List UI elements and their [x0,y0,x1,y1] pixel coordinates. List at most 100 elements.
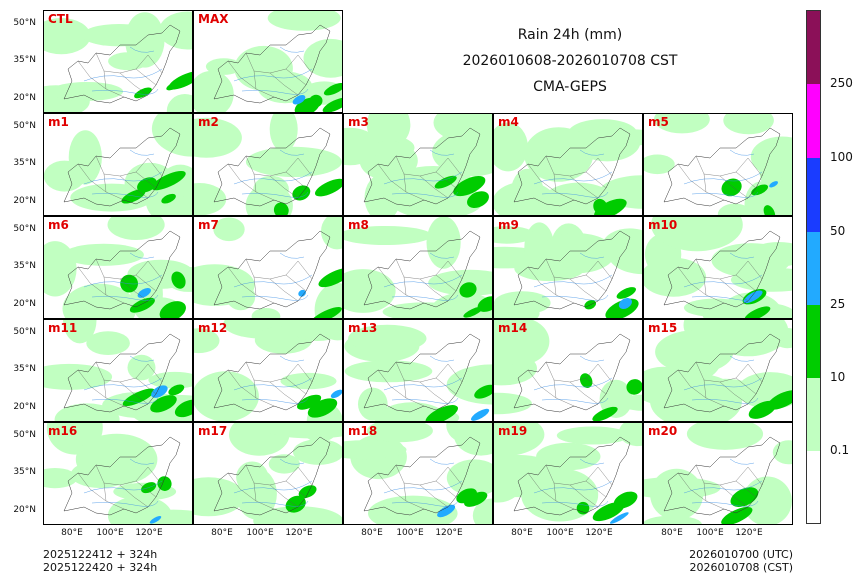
province-border [147,54,163,74]
river [83,68,163,82]
rain-area-light [344,226,432,245]
precipitation-map [44,11,192,112]
init-time-info: 2025122412 + 324h 2025122420 + 324h [43,548,157,574]
rain-area-moderate [626,379,642,395]
rain-area-light [236,468,277,520]
rain-area-light [344,269,396,313]
panel-label: m13 [348,321,378,335]
province-border [585,377,607,395]
province-border [735,377,757,395]
rain-area-moderate [174,399,192,418]
rain-area-light [70,183,154,212]
province-border [147,466,163,486]
river [279,458,305,465]
province-border [597,363,613,383]
province-border [245,258,299,280]
rain-area-light [107,217,165,240]
province-border [585,274,607,292]
province-border [735,480,757,498]
colorbar-level-label: 10 [830,370,846,384]
province-border [77,60,107,90]
river [91,500,159,507]
valid-time-cst: 2026010708 (CST) [689,561,793,574]
river [691,294,759,301]
precipitation-map [344,423,492,524]
rain-area-moderate [134,87,152,99]
colorbar-segment [806,378,821,451]
rain-area-light [63,243,144,266]
rain-area-light [194,264,255,306]
rain-area-moderate [474,384,492,399]
rain-area-heavy [743,290,763,304]
river [391,500,459,507]
panel-label: m14 [498,321,528,335]
longitude-tick-label: 120°E [135,528,163,538]
river [241,88,309,95]
river [691,191,759,198]
river [429,252,455,259]
panel-label: m8 [348,218,369,232]
province-border [447,157,463,177]
province-border [135,480,157,498]
rain-area-light [253,506,342,524]
rain-area-moderate [456,488,477,504]
precipitation-map [194,217,342,318]
province-border [447,363,463,383]
rain-area-light [494,226,535,244]
rain-area-light [268,454,300,474]
precipitation-map [644,114,792,215]
longitude-tick-label: 100°E [546,528,574,538]
precipitation-map [44,320,192,421]
rain-area-light [368,495,458,524]
precipitation-map [644,423,792,524]
colorbar-segment [806,158,821,232]
province-border [297,157,313,177]
rain-area-light [494,320,550,366]
rain-area-moderate [292,185,311,201]
river [91,191,159,198]
rain-area-moderate [311,306,342,318]
rain-area-moderate [477,296,492,312]
latitude-tick-label: 50°N [13,430,36,440]
river [233,377,313,391]
rain-area-moderate [763,205,776,215]
map-panel: m11 [43,319,193,422]
river [729,355,755,362]
rain-area-light [194,117,242,158]
rain-area-light [44,18,91,55]
map-panel: m4 [493,113,643,216]
province-border [747,466,763,486]
province-border [553,379,575,407]
panel-label: m11 [48,321,78,335]
river [579,149,605,156]
rain-area-moderate [467,191,489,208]
rain-area-moderate [459,282,477,298]
province-border [377,369,407,399]
rain-area-light [166,94,192,112]
province-border [597,260,613,280]
map-panel: m13 [343,319,493,422]
rain-area-light [494,423,545,457]
province-border [147,260,163,280]
province-border [447,260,463,280]
river [391,397,459,404]
rain-area-light [772,440,792,465]
map-panel: MAX [193,10,343,113]
province-border [695,155,749,177]
precipitation-map [44,114,192,215]
rain-area-light [344,440,407,460]
rain-area-heavy [437,504,456,518]
map-panel: m7 [193,216,343,319]
river [541,191,609,198]
rain-area-light [510,168,545,215]
rain-area-light [194,477,245,517]
province-border [135,377,157,395]
rain-area-light [213,217,245,242]
panel-label: CTL [48,12,73,26]
rain-area-light [358,387,388,421]
province-border [403,379,425,407]
river [533,274,613,288]
province-border [285,68,307,86]
rain-area-light [750,136,792,178]
province-border [377,266,407,296]
